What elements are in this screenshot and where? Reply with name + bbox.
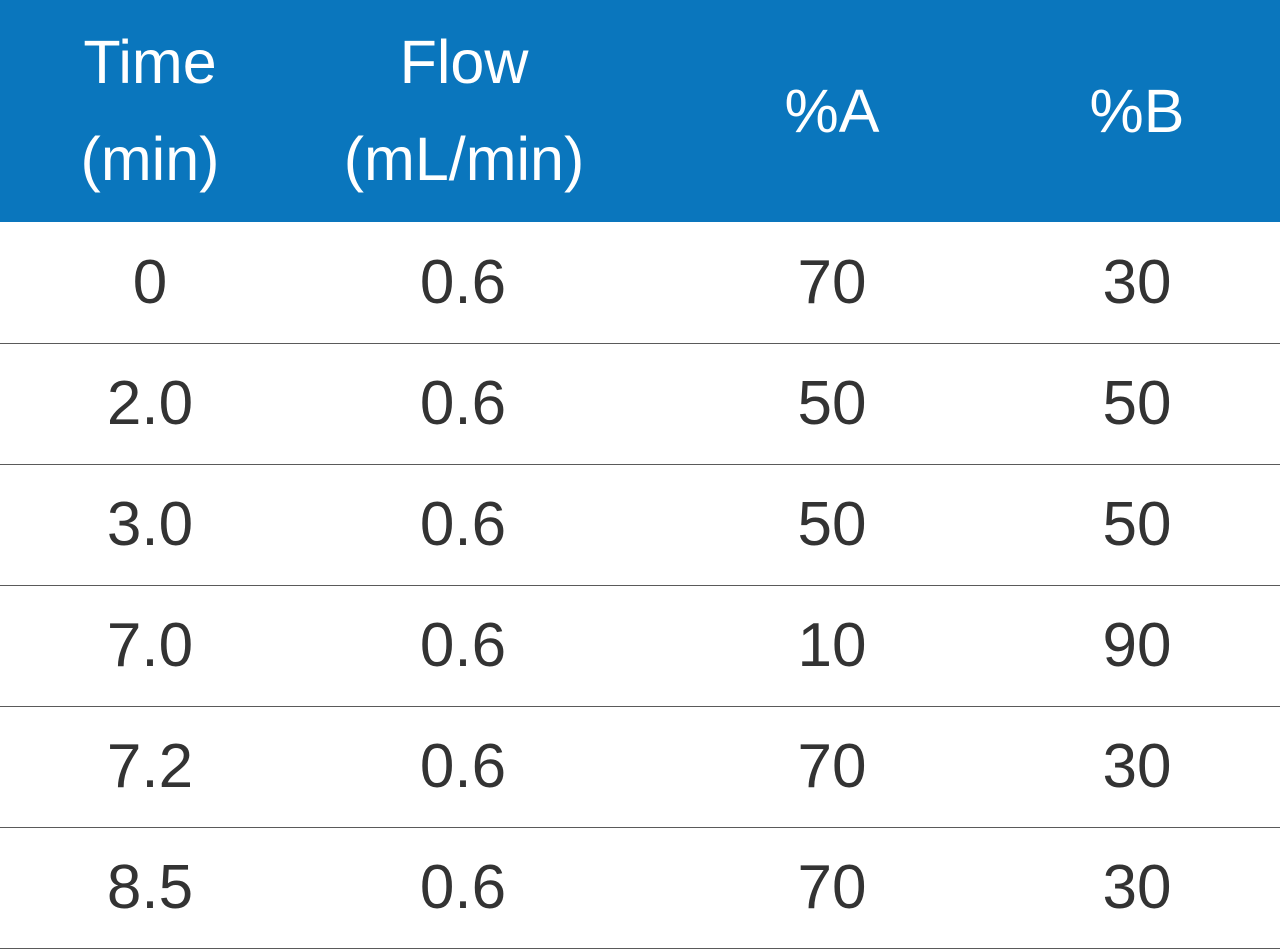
cell-percent-a: 70 bbox=[678, 706, 986, 828]
cell-percent-a: 70 bbox=[678, 827, 986, 949]
cell-flow: 0.6 bbox=[300, 222, 678, 344]
cell-time: 7.0 bbox=[0, 585, 300, 707]
cell-percent-b: 50 bbox=[986, 343, 1280, 465]
cell-time: 7.2 bbox=[0, 706, 300, 828]
table-header-row: Time (min) Flow (mL/min) %A %B bbox=[0, 0, 1280, 222]
cell-time: 3.0 bbox=[0, 464, 300, 586]
header-flow-unit: (mL/min) bbox=[343, 125, 585, 193]
cell-flow: 0.6 bbox=[300, 585, 678, 707]
cell-flow: 0.6 bbox=[300, 706, 678, 828]
cell-percent-a: 10 bbox=[678, 585, 986, 707]
cell-percent-a: 70 bbox=[678, 222, 986, 344]
cell-percent-a: 50 bbox=[678, 343, 986, 465]
cell-percent-b: 30 bbox=[986, 706, 1280, 828]
header-time-label: Time bbox=[83, 28, 217, 96]
cell-time: 0 bbox=[0, 222, 300, 344]
cell-percent-a: 50 bbox=[678, 464, 986, 586]
cell-percent-b: 90 bbox=[986, 585, 1280, 707]
table-row: 3.0 0.6 50 50 bbox=[0, 464, 1280, 586]
header-time-unit: (min) bbox=[80, 125, 220, 193]
header-flow: Flow (mL/min) bbox=[300, 0, 678, 222]
header-percent-b: %B bbox=[986, 0, 1280, 222]
cell-time: 2.0 bbox=[0, 343, 300, 465]
cell-flow: 0.6 bbox=[300, 343, 678, 465]
table-row: 7.0 0.6 10 90 bbox=[0, 585, 1280, 707]
header-percent-a: %A bbox=[678, 0, 986, 222]
table-row: 7.2 0.6 70 30 bbox=[0, 706, 1280, 828]
cell-flow: 0.6 bbox=[300, 464, 678, 586]
table-row: 0 0.6 70 30 bbox=[0, 222, 1280, 344]
cell-percent-b: 50 bbox=[986, 464, 1280, 586]
cell-time: 8.5 bbox=[0, 827, 300, 949]
cell-percent-b: 30 bbox=[986, 827, 1280, 949]
header-percent-a-label: %A bbox=[784, 76, 880, 145]
header-flow-label: Flow bbox=[399, 28, 529, 96]
table-row: 8.5 0.6 70 30 bbox=[0, 827, 1280, 949]
cell-percent-b: 30 bbox=[986, 222, 1280, 344]
table-row: 2.0 0.6 50 50 bbox=[0, 343, 1280, 465]
header-percent-b-label: %B bbox=[1089, 76, 1185, 145]
header-time: Time (min) bbox=[0, 0, 300, 222]
cell-flow: 0.6 bbox=[300, 827, 678, 949]
